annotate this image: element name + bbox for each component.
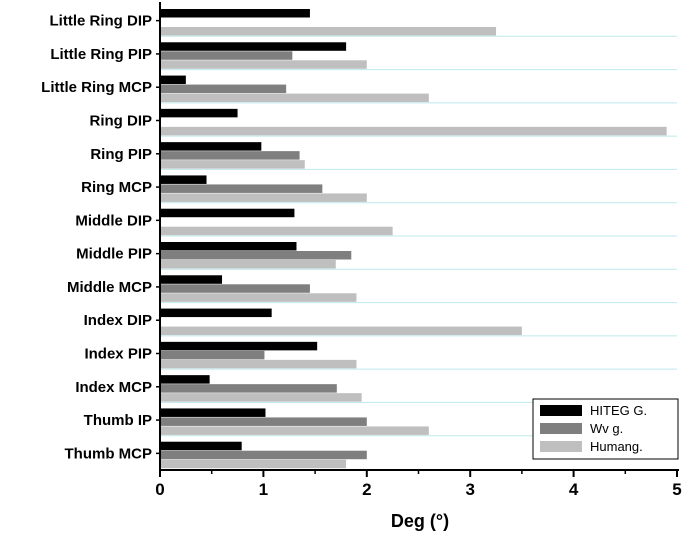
- bar-humang-3: [160, 93, 429, 103]
- category-label: Little Ring DIP: [50, 13, 153, 30]
- bar-wv-g-8: [160, 251, 352, 260]
- bar-humang-13: [160, 426, 429, 435]
- x-tick-labels: 0 1 2 3 4 5: [155, 480, 681, 499]
- bar-humang-6: [160, 193, 367, 202]
- category-label: Ring PIP: [90, 146, 152, 163]
- category-label: Little Ring MCP: [41, 79, 152, 96]
- legend-label: HITEG G.: [590, 403, 647, 418]
- bar-hiteg-g-11: [160, 341, 318, 351]
- legend-swatch: [540, 423, 582, 434]
- category-label: Little Ring PIP: [50, 46, 152, 63]
- x-tick-label: 4: [569, 480, 579, 499]
- bar-hiteg-g-2: [160, 42, 347, 51]
- bar-wv-g-9: [160, 284, 310, 293]
- legend-swatch: [540, 405, 582, 416]
- bar-wv-g-11: [160, 350, 265, 360]
- bar-hiteg-g-6: [160, 175, 207, 184]
- x-tick-label: 2: [362, 480, 371, 499]
- bar-hiteg-g-12: [160, 375, 210, 384]
- bar-humang-11: [160, 359, 357, 369]
- bar-hiteg-g-9: [160, 275, 223, 284]
- legend-label: Wv g.: [590, 421, 623, 436]
- bar-humang-1: [160, 27, 497, 36]
- bar-humang-10: [160, 326, 522, 336]
- category-label: Index MCP: [75, 379, 152, 396]
- x-tick-label: 0: [155, 480, 164, 499]
- bar-hiteg-g-13: [160, 408, 266, 417]
- bar-humang-7: [160, 226, 393, 236]
- category-label: Thumb MCP: [65, 445, 153, 462]
- bar-hiteg-g-8: [160, 242, 297, 251]
- bar-humang-5: [160, 160, 305, 169]
- bar-hiteg-g-5: [160, 142, 262, 151]
- bar-wv-g-3: [160, 84, 287, 94]
- category-label: Middle PIP: [76, 246, 152, 263]
- bar-wv-g-14: [160, 450, 367, 460]
- axes: [156, 2, 679, 477]
- x-tick-label: 3: [465, 480, 474, 499]
- bar-hiteg-g-7: [160, 208, 295, 218]
- bar-wv-g-12: [160, 384, 337, 393]
- bar-humang-14: [160, 459, 347, 469]
- legend: HITEG G. Wv g. Humang.: [532, 398, 679, 460]
- bar-humang-4: [160, 126, 667, 136]
- legend-label: Humang.: [590, 439, 643, 454]
- x-tick-label: 5: [672, 480, 681, 499]
- bar-hiteg-g-10: [160, 308, 272, 318]
- legend-swatch: [540, 441, 582, 452]
- bar-wv-g-13: [160, 417, 367, 426]
- x-tick-label: 1: [259, 480, 268, 499]
- bar-hiteg-g-1: [160, 9, 310, 18]
- category-label: Thumb IP: [84, 412, 152, 429]
- x-axis-title: Deg (°): [391, 511, 449, 531]
- bars: [160, 9, 667, 469]
- category-label: Ring MCP: [81, 179, 152, 196]
- bar-humang-8: [160, 260, 336, 269]
- bar-humang-9: [160, 293, 357, 302]
- category-label: Index PIP: [84, 346, 152, 363]
- bar-wv-g-6: [160, 184, 323, 193]
- bar-hiteg-g-3: [160, 75, 186, 85]
- category-label: Middle DIP: [75, 212, 152, 229]
- category-labels: Little Ring DIP Little Ring PIP Little Rin…: [41, 13, 152, 463]
- bar-wv-g-5: [160, 151, 300, 160]
- bar-hiteg-g-14: [160, 441, 242, 451]
- category-label: Ring DIP: [90, 113, 153, 130]
- category-label: Middle MCP: [67, 279, 152, 296]
- bar-wv-g-2: [160, 51, 293, 60]
- category-label: Index DIP: [84, 312, 152, 329]
- bar-humang-12: [160, 393, 362, 402]
- bar-hiteg-g-4: [160, 108, 238, 118]
- bar-humang-2: [160, 60, 367, 69]
